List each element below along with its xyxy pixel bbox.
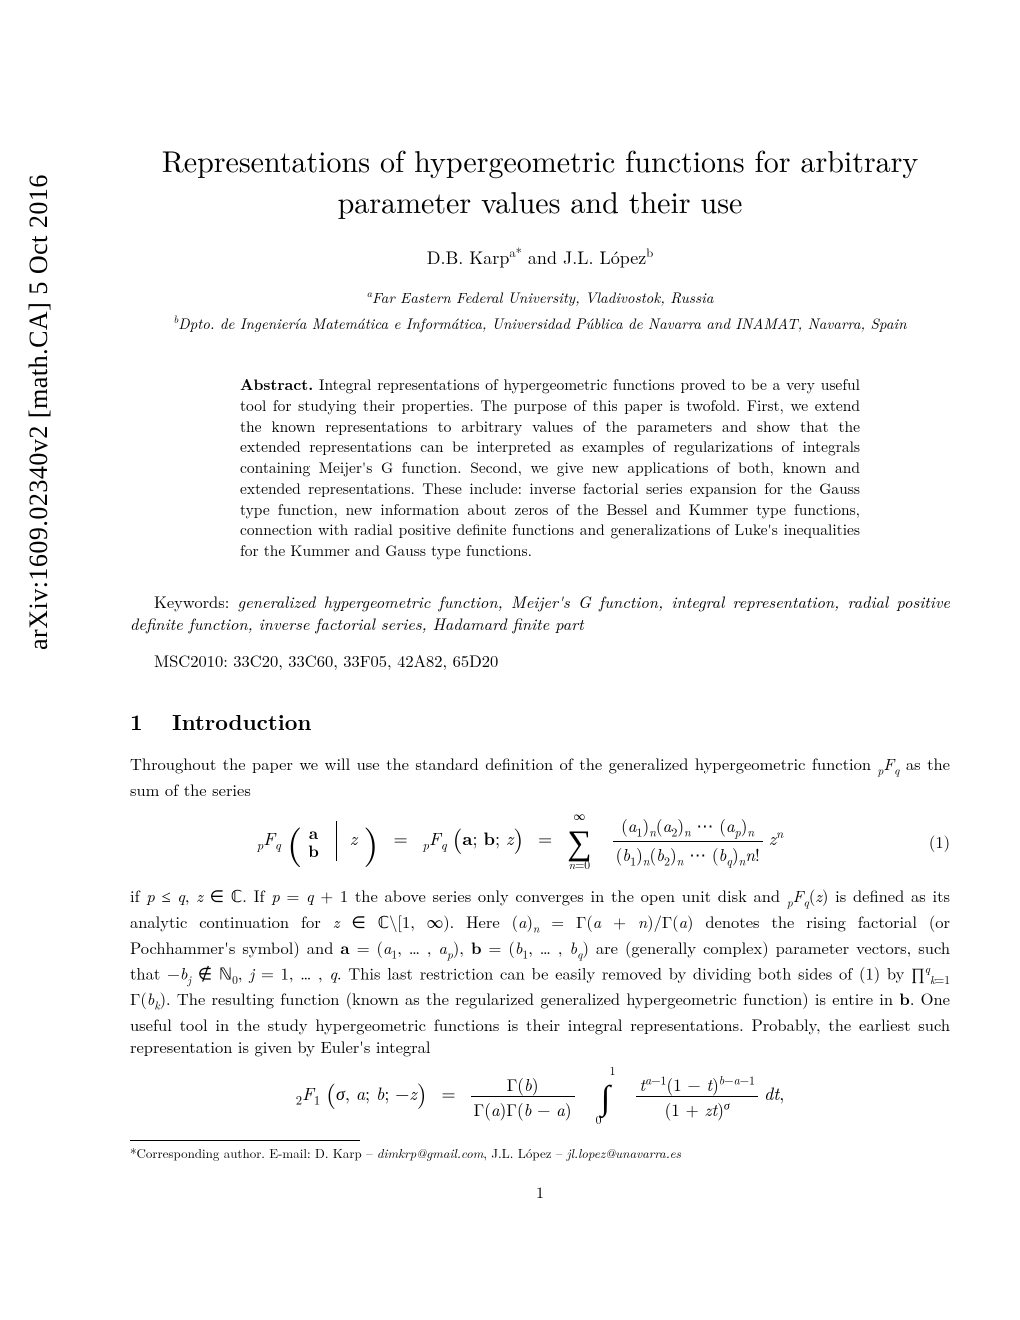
affiliation-b: bDpto. de Ingeniería Matemática e Inform… xyxy=(90,312,990,334)
paper-title: Representations of hypergeometric functi… xyxy=(130,140,950,221)
keywords-body: generalized hypergeometric function, Mei… xyxy=(130,589,950,635)
abstract-label: Abstract. xyxy=(240,372,313,395)
keywords-label: Keywords: xyxy=(154,589,229,613)
equation-euler: 2F1 (σ, a; b; −z) = Γ(b) Γ(a)Γ(b − a) 1∫… xyxy=(130,1066,950,1126)
title-line-2: parameter values and their use xyxy=(338,179,743,222)
footnote: *Corresponding author. E-mail: D. Karp –… xyxy=(130,1145,950,1162)
abstract-body: Integral representations of hypergeometr… xyxy=(240,374,860,561)
title-line-1: Representations of hypergeometric functi… xyxy=(162,138,919,181)
equation-1: pFq ( ab z ) = pFq (a; b; z) = ∞∑n=0 (a1… xyxy=(130,811,950,871)
equation-1-number: (1) xyxy=(910,829,950,853)
footnote-rule xyxy=(130,1140,360,1141)
paragraph-1: Throughout the paper we will use the sta… xyxy=(130,753,950,801)
keywords: Keywords: generalized hypergeometric fun… xyxy=(130,590,950,635)
section-heading: 1Introduction xyxy=(130,706,950,737)
section-title: Introduction xyxy=(172,706,311,737)
paragraph-2: if p ≤ q, z ∈ ℂ. If p = q + 1 the above … xyxy=(130,885,950,1058)
page-content: Representations of hypergeometric functi… xyxy=(130,140,950,1203)
abstract: Abstract. Integral representations of hy… xyxy=(240,374,860,562)
equation-1-body: pFq ( ab z ) = pFq (a; b; z) = ∞∑n=0 (a1… xyxy=(130,811,910,871)
authors: D.B. Karpa* and J.L. Lópezb xyxy=(130,243,950,270)
msc-codes: MSC2010: 33C20, 33C60, 33F05, 42A82, 65D… xyxy=(130,648,950,672)
affiliation-a: aFar Eastern Federal University, Vladivo… xyxy=(130,286,950,308)
arxiv-stamp: arXiv:1609.02340v2 [math.CA] 5 Oct 2016 xyxy=(24,174,54,650)
page-number: 1 xyxy=(130,1180,950,1203)
section-number: 1 xyxy=(130,706,172,737)
